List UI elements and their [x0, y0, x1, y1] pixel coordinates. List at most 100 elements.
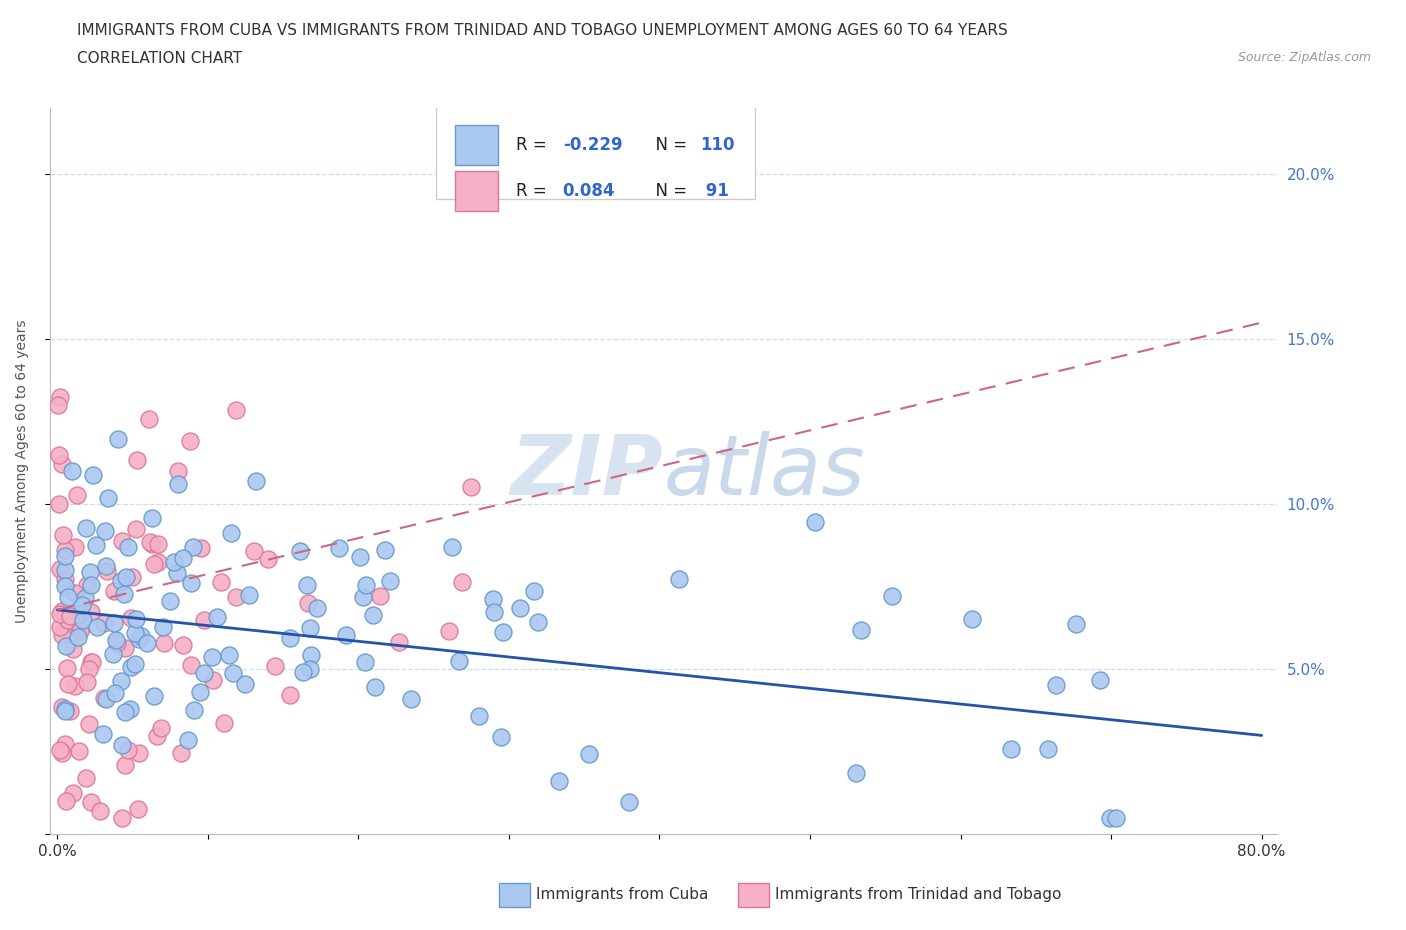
Point: [69, 624, 91, 639]
Point: [150, 721, 173, 736]
Point: [53, 563, 76, 578]
Point: [52, 622, 75, 637]
Point: [183, 702, 205, 717]
Point: [527, 615, 550, 630]
Point: [451, 575, 474, 590]
Point: [307, 601, 329, 616]
Point: [104, 632, 127, 647]
Point: [49, 743, 72, 758]
Point: [141, 511, 163, 525]
Point: [53, 701, 76, 716]
Point: [96, 559, 118, 574]
Point: [167, 477, 190, 492]
Point: [111, 737, 134, 752]
Point: [48, 447, 70, 462]
Point: [75, 770, 97, 785]
Point: [110, 574, 132, 589]
Point: [62, 786, 84, 801]
Point: [222, 666, 245, 681]
Point: [76, 675, 98, 690]
Point: [124, 657, 146, 671]
Point: [104, 685, 127, 700]
Point: [509, 601, 531, 616]
Point: [67, 630, 90, 644]
Point: [120, 610, 142, 625]
Point: [297, 595, 319, 610]
Point: [93, 691, 115, 706]
Point: [121, 569, 143, 584]
Point: [73, 591, 96, 605]
Point: [1000, 742, 1022, 757]
Point: [65, 539, 87, 554]
Point: [523, 583, 546, 598]
Point: [233, 676, 256, 691]
Point: [374, 542, 396, 557]
Point: [218, 647, 240, 662]
Point: [67, 744, 90, 759]
Point: [53, 578, 76, 593]
Point: [209, 575, 232, 590]
Point: [62, 464, 84, 479]
Point: [288, 544, 311, 559]
Point: [193, 613, 215, 628]
Point: [114, 705, 136, 720]
Point: [180, 576, 202, 591]
Point: [84, 538, 107, 552]
Point: [80, 604, 103, 619]
Point: [159, 594, 181, 609]
Text: 91: 91: [700, 182, 728, 200]
Point: [56, 677, 79, 692]
Point: [167, 463, 190, 478]
Point: [59, 704, 82, 719]
Point: [53, 703, 76, 718]
Point: [449, 654, 471, 669]
Point: [1066, 617, 1088, 631]
Point: [578, 747, 600, 762]
Point: [1045, 677, 1067, 692]
Point: [48, 497, 70, 512]
Point: [190, 540, 212, 555]
Point: [145, 728, 167, 743]
Point: [617, 795, 640, 810]
FancyBboxPatch shape: [436, 104, 755, 199]
Point: [668, 572, 690, 587]
Point: [491, 729, 513, 744]
Point: [103, 583, 125, 598]
Point: [111, 811, 134, 826]
Point: [278, 631, 301, 646]
Point: [82, 655, 104, 670]
Point: [139, 535, 162, 550]
Text: CORRELATION CHART: CORRELATION CHART: [77, 51, 242, 66]
Point: [129, 629, 152, 644]
Point: [48, 606, 70, 621]
Point: [1088, 672, 1111, 687]
Point: [58, 613, 80, 628]
Point: [1099, 811, 1122, 826]
Text: Source: ZipAtlas.com: Source: ZipAtlas.com: [1237, 51, 1371, 64]
Text: atlas: atlas: [664, 431, 865, 512]
Point: [214, 716, 236, 731]
Point: [219, 525, 242, 540]
Point: [146, 554, 169, 569]
Point: [114, 641, 136, 656]
Point: [170, 746, 193, 761]
Point: [205, 609, 228, 624]
Point: [111, 534, 134, 549]
Point: [172, 637, 194, 652]
Point: [53, 737, 76, 751]
Point: [295, 578, 318, 592]
Point: [79, 716, 101, 731]
Point: [460, 480, 482, 495]
Point: [51, 456, 73, 471]
Point: [845, 765, 868, 780]
Point: [172, 551, 194, 565]
Point: [53, 572, 76, 587]
Point: [1105, 811, 1128, 826]
Point: [354, 578, 377, 592]
Text: 0.084: 0.084: [562, 182, 616, 200]
Point: [49, 620, 72, 635]
Point: [962, 611, 984, 626]
Text: ZIP: ZIP: [510, 431, 664, 512]
Point: [127, 801, 149, 816]
FancyBboxPatch shape: [454, 125, 498, 165]
